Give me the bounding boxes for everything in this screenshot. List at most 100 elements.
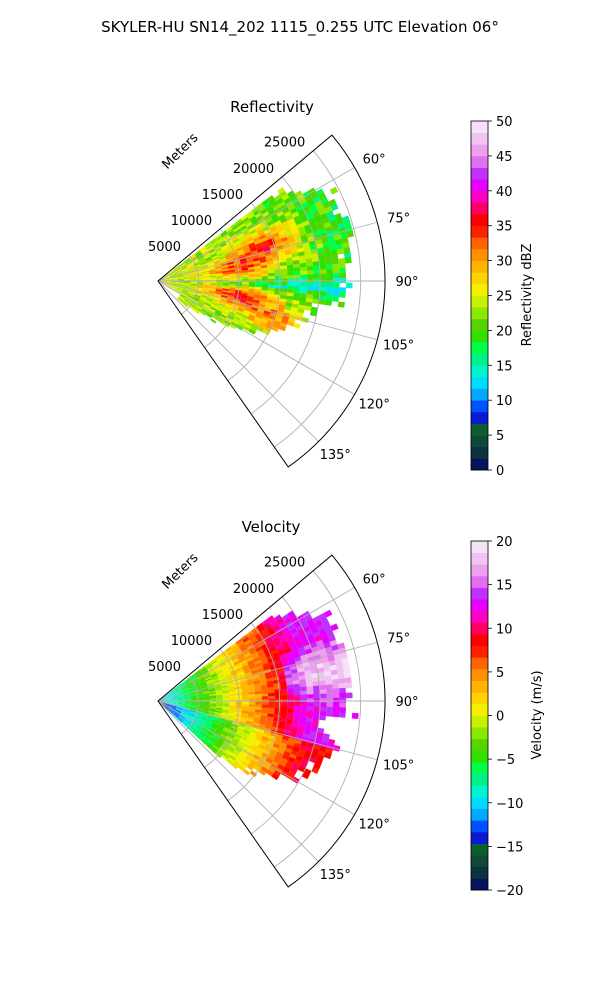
field-cell <box>167 709 173 714</box>
field-cell <box>332 287 340 293</box>
field-cell <box>332 291 340 298</box>
field-cell <box>180 685 188 690</box>
field-cell <box>259 679 267 684</box>
field-cell <box>315 238 323 245</box>
field-cell <box>168 270 175 275</box>
reflectivity-grid <box>157 134 386 468</box>
field-cell <box>281 285 288 290</box>
field-cell <box>323 666 331 673</box>
field-cell <box>183 698 191 700</box>
velocity-grid <box>157 554 386 888</box>
field-cell <box>212 733 220 739</box>
field-cell <box>176 287 183 290</box>
field-cell <box>187 264 194 269</box>
field-cell <box>271 746 279 752</box>
field-cell <box>304 250 312 256</box>
field-cell <box>179 295 185 300</box>
field-cell <box>242 703 249 707</box>
field-cell <box>202 688 209 691</box>
field-cell <box>211 722 219 727</box>
field-cell <box>226 720 233 724</box>
field-cell <box>176 691 183 695</box>
field-cell <box>244 743 252 750</box>
field-cell <box>253 657 261 663</box>
field-cell <box>304 194 313 203</box>
field-cell <box>257 231 266 238</box>
field-cell <box>237 322 245 329</box>
field-cell <box>254 688 262 692</box>
field-cell <box>214 264 222 268</box>
field-cell <box>179 263 186 268</box>
field-cell <box>303 768 312 776</box>
field-cell <box>205 676 212 681</box>
colorbar-tick-label: 10 <box>496 394 513 409</box>
field-cell <box>170 694 177 698</box>
field-cell <box>301 772 310 780</box>
field-cell <box>299 682 307 688</box>
field-cell <box>175 288 182 292</box>
field-cell <box>207 294 215 299</box>
field-cell <box>231 656 239 662</box>
field-cell <box>266 769 274 777</box>
field-cell <box>213 298 220 302</box>
field-cell <box>169 705 177 709</box>
field-cell <box>202 707 210 710</box>
field-cell <box>206 298 213 303</box>
field-cell <box>177 275 184 278</box>
field-cell <box>206 680 214 685</box>
field-cell <box>274 220 282 227</box>
field-cell <box>201 714 208 718</box>
field-cell <box>233 646 241 653</box>
field-cell <box>187 294 194 299</box>
field-cell <box>212 676 219 681</box>
field-cell <box>190 276 197 278</box>
field-cell <box>272 217 280 224</box>
field-cell <box>217 724 225 729</box>
field-cell <box>220 662 227 668</box>
field-cell <box>266 680 274 685</box>
field-cell <box>249 326 258 333</box>
field-cell <box>245 321 253 327</box>
field-cell <box>320 232 328 240</box>
field-cell <box>267 290 275 295</box>
field-cell <box>226 257 233 262</box>
field-cell <box>293 271 301 276</box>
field-cell <box>177 279 184 281</box>
field-cell <box>176 707 183 711</box>
field-cell <box>175 270 182 274</box>
field-cell <box>178 717 184 722</box>
field-cell <box>256 760 265 767</box>
field-cell <box>240 297 248 301</box>
field-cell <box>164 703 171 706</box>
field-cell <box>244 639 252 646</box>
field-cell <box>215 290 222 294</box>
field-cell <box>238 740 246 747</box>
field-cell <box>253 765 261 772</box>
field-cell <box>200 681 207 686</box>
field-cell <box>215 688 222 691</box>
field-cell <box>182 270 189 274</box>
field-cell <box>255 281 262 285</box>
field-cell <box>319 269 327 275</box>
field-cell <box>306 682 313 688</box>
field-cell <box>225 723 232 728</box>
field-cell <box>164 699 171 701</box>
field-cell <box>209 702 217 705</box>
field-cell <box>242 217 250 224</box>
field-cell <box>242 274 249 278</box>
field-cell <box>293 709 301 714</box>
field-cell <box>287 275 295 280</box>
field-cell <box>247 213 255 220</box>
field-cell <box>179 683 186 688</box>
field-cell <box>208 686 215 690</box>
field-cell <box>170 696 178 699</box>
field-cell <box>222 694 230 697</box>
field-cell <box>177 283 184 286</box>
field-cell <box>287 610 295 618</box>
field-cell <box>221 713 228 717</box>
field-cell <box>241 692 249 696</box>
field-cell <box>203 285 210 287</box>
field-cell <box>176 287 183 291</box>
field-cell <box>282 627 290 635</box>
field-cell <box>260 657 268 663</box>
